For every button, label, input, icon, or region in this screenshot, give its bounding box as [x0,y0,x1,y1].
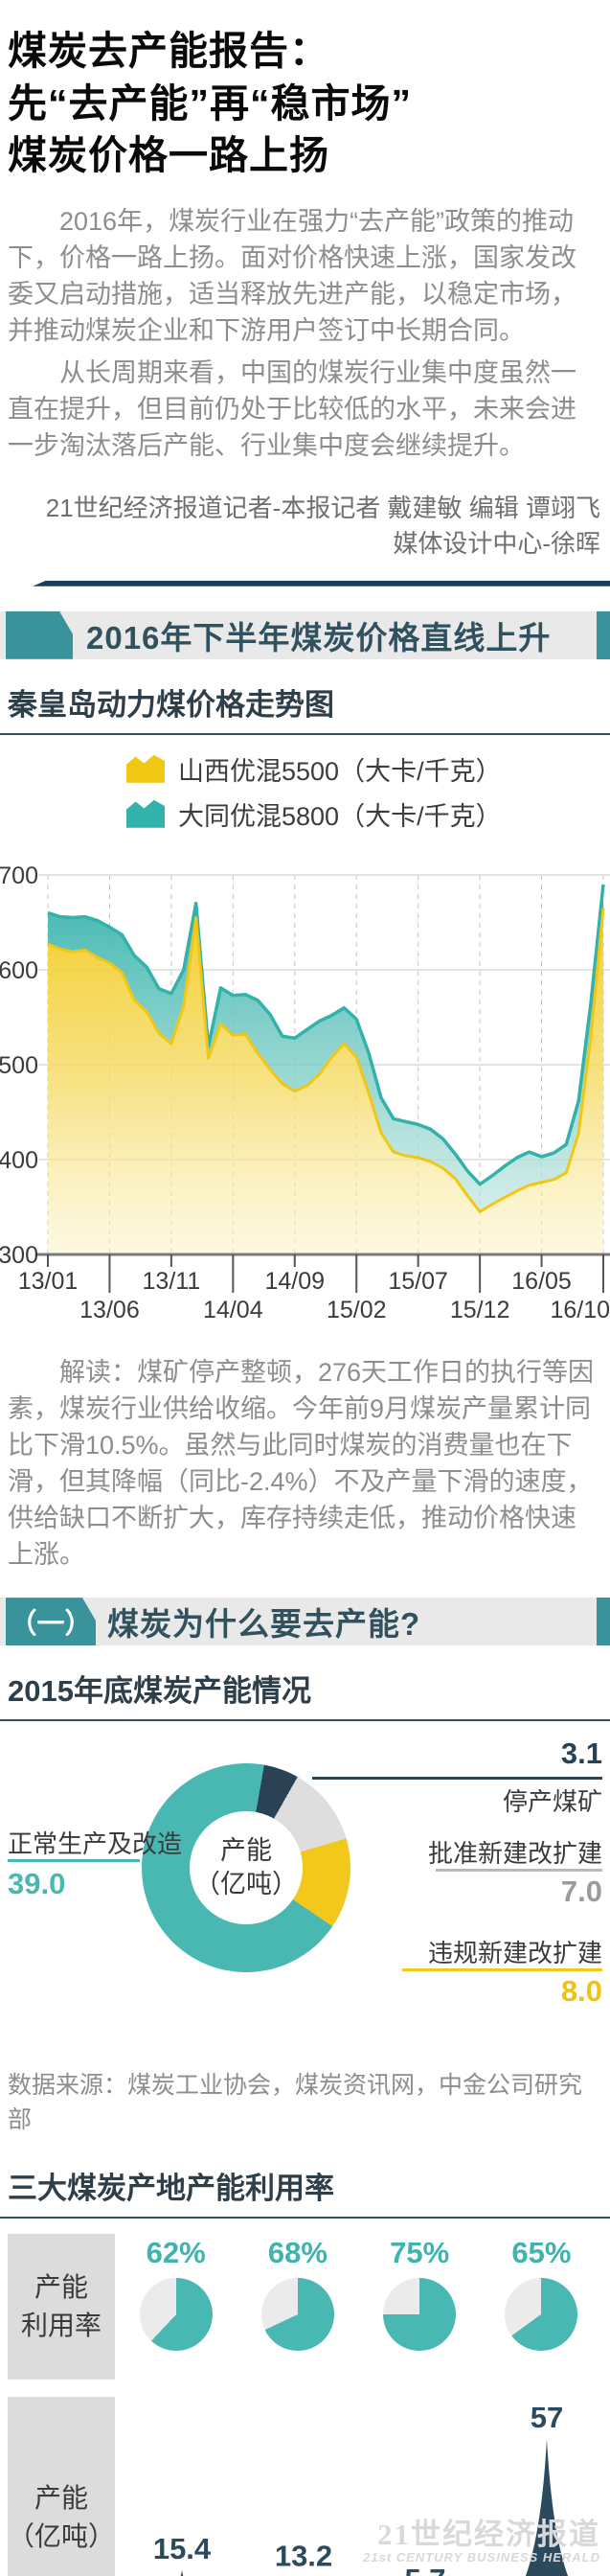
pie-col-national: 65% [481,2234,602,2380]
svg-text:16/10: 16/10 [550,1297,610,1322]
byline-line-2: 媒体设计中心-徐晖 [393,528,600,558]
svg-text:15/12: 15/12 [450,1297,510,1322]
svg-text:15/02: 15/02 [327,1297,387,1322]
connector-illegal [402,1968,602,1972]
page-title: 煤炭去产能报告： 先“去产能”再“稳市场” 煤炭价格一路上扬 [8,25,600,182]
pie-neimenggu [260,2278,334,2352]
value-illegal-expansion: 8.0 [560,1974,602,2009]
label-approved-expansion: 批准新建改扩建 [427,1839,602,1869]
watermark-cn: 21世纪经济报道 [377,2517,600,2551]
svg-text:400: 400 [0,1147,38,1174]
watermark-en: 21st CENTURY BUSINESS HERALD [363,2549,600,2564]
value-approved-expansion: 7.0 [560,1874,602,1909]
donut-ring: 产能 （亿吨） [142,1763,350,1973]
pie-col-neimenggu: 68% [237,2234,358,2380]
legend-label: 大同优混5800（大卡/千克） [178,801,502,831]
svg-text:13/01: 13/01 [18,1268,79,1295]
legend-label: 山西优混5500（大卡/千克） [178,756,502,786]
title-line-3: 煤炭价格一路上扬 [8,133,329,178]
section1-band: 2016年下半年煤炭价格直线上升 [0,610,610,659]
pct-shanxi: 62% [146,2236,206,2270]
connector-suspended [312,1777,602,1781]
connector-approved [436,1869,602,1873]
svg-text:300: 300 [0,1242,38,1269]
svg-text:16/05: 16/05 [511,1268,572,1295]
svg-text:700: 700 [0,862,38,889]
byline-line-1: 21世纪经济报道记者-本报记者 戴建敏 编辑 谭翊飞 [45,493,600,522]
price-trend-chart: 300 400 500 600 700 13/0113/0613/1114/0414/09… [0,862,610,1322]
section2-title: 煤炭为什么要去产能? [107,1606,421,1643]
title-line-2: 先“去产能”再“稳市场” [8,80,412,126]
donut-chart-title: 2015年底煤炭产能情况 [8,1674,311,1709]
pie-col-shanxi: 62% [115,2234,237,2380]
row-label-line: 利用率 [20,2311,102,2341]
price-commentary: 解读：煤矿停产整顿，276天工作日的执行等因素，煤炭行业供给收缩。今年前9月煤炭… [8,1357,595,1570]
section1-title: 2016年下半年煤炭价格直线上升 [86,619,552,656]
pie-national [505,2278,578,2352]
row-label-line: 产能 [34,2482,88,2513]
svg-text:13/11: 13/11 [143,1268,201,1295]
svg-text:15/07: 15/07 [388,1268,448,1295]
label-illegal-expansion: 违规新建改扩建 [427,1939,602,1968]
section-divider [33,580,610,586]
svg-text:13.2: 13.2 [275,2540,332,2573]
utilization-title-rule [0,2217,610,2220]
svg-text:57: 57 [531,2401,563,2434]
donut-center-line-2: （亿吨） [194,1870,298,1899]
capacity-peaks-chart: 15.4山西13.2内蒙古5.7陕西57全国 [153,2401,569,2576]
section2-band: （一） 煤炭为什么要去产能? [0,1598,610,1646]
price-chart-legend: 山西优混5500（大卡/千克） 大同优混5800（大卡/千克） [126,750,610,833]
publisher-watermark: 21世纪经济报道 21st CENTURY BUSINESS HERALD [363,2518,600,2564]
legend-item-datong: 大同优混5800（大卡/千克） [126,795,610,833]
svg-text:13/06: 13/06 [79,1297,140,1322]
utilization-pie-row: 产能 利用率 62% 68% 75% 65% [8,2234,602,2380]
utilization-title: 三大煤炭产地产能利用率 [8,2172,334,2206]
pie-col-shaanxi: 75% [359,2234,481,2380]
price-chart-title-rule [0,732,610,735]
area-swatch-teal-icon [126,799,165,828]
pie-shanxi [139,2278,213,2352]
value-normal-production: 39.0 [8,1867,66,1901]
price-chart-title: 秦皇岛动力煤价格走势图 [8,687,334,722]
connector-normal [8,1859,140,1863]
pct-national: 65% [511,2236,572,2270]
svg-text:5.7: 5.7 [404,2563,445,2576]
section2-badge: （一） [6,1598,96,1645]
capacity-donut-chart: 产能 （亿吨） 3.1 停产煤矿 正常生产及改造 39.0 批准新建改扩建 7.… [0,1736,610,2053]
row-label-line: 产能 [34,2271,88,2302]
legend-item-shanxi: 山西优混5500（大卡/千克） [126,750,610,788]
label-normal-production: 正常生产及改造 [8,1829,183,1859]
row-label-line: （亿吨） [8,2521,116,2552]
intro-paragraph-1: 2016年，煤炭行业在强力“去产能”政策的推动下，价格一路上扬。面对价格快速上涨… [8,206,576,345]
area-swatch-yellow-icon [126,754,165,783]
value-suspended-mines: 3.1 [560,1736,602,1771]
row-label-capacity: 产能 （亿吨） [8,2397,115,2576]
donut-chart-title-rule [0,1719,610,1722]
section1-badge [6,611,73,659]
byline: 21世纪经济报道记者-本报记者 戴建敏 编辑 谭翊飞 媒体设计中心-徐晖 [8,491,600,562]
svg-text:600: 600 [0,957,38,984]
svg-text:14/04: 14/04 [203,1297,263,1322]
pct-shaanxi: 75% [390,2236,450,2270]
intro-paragraph-2: 从长周期来看，中国的煤炭行业集中度虽然一直在提升，但目前仍处于比较低的水平，未来… [8,357,576,460]
donut-center-label: 产能 （亿吨） [190,1811,303,1925]
title-line-1: 煤炭去产能报告： [8,29,329,73]
data-source-note: 数据来源：煤炭工业协会，煤炭资讯网，中金公司研究部 [8,2072,583,2134]
row-label-utilization: 产能 利用率 [8,2234,115,2380]
label-suspended-mines: 停产煤矿 [502,1787,602,1817]
pct-neimenggu: 68% [267,2236,328,2270]
svg-text:15.4: 15.4 [153,2532,212,2565]
svg-text:14/09: 14/09 [264,1268,325,1295]
svg-text:500: 500 [0,1052,38,1079]
capacity-peaks-row: 产能 （亿吨） 15.4山西13.2内蒙古5.7陕西57全国 [8,2397,602,2576]
donut-center-line-1: 产能 [220,1836,272,1866]
pie-shaanxi [383,2278,457,2352]
